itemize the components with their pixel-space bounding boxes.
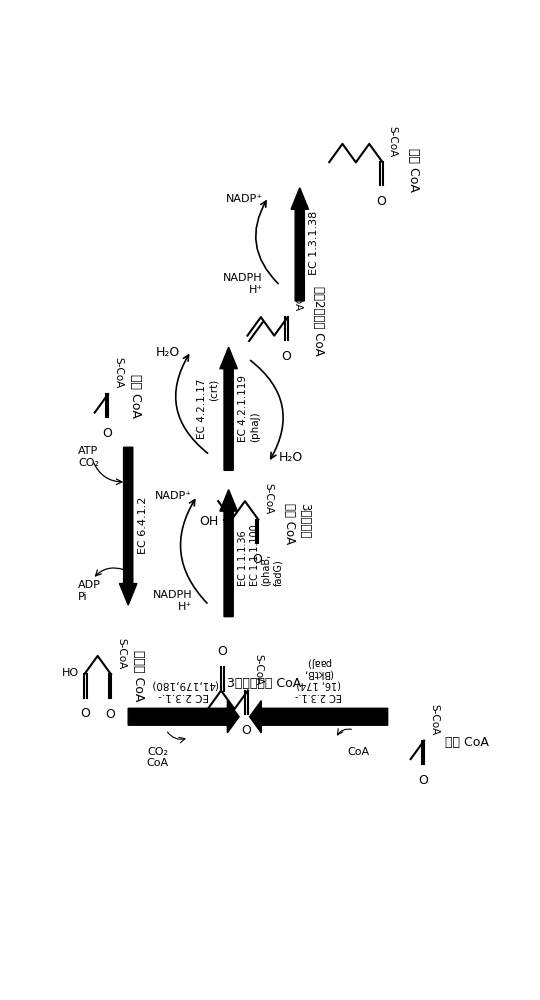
Text: O: O — [105, 708, 114, 721]
Text: NADP⁺: NADP⁺ — [226, 194, 263, 204]
Text: NADPH
H⁺: NADPH H⁺ — [224, 273, 263, 295]
Text: EC 2.3.1.-
(41,179,180): EC 2.3.1.- (41,179,180) — [150, 680, 218, 701]
Text: EC 1.3.1.38: EC 1.3.1.38 — [309, 211, 319, 275]
Text: S-CoA: S-CoA — [264, 483, 273, 514]
Text: 乙酰 CoA: 乙酰 CoA — [445, 736, 489, 749]
Text: 3－羞基－
戊酰 CoA: 3－羞基－ 戊酰 CoA — [284, 503, 312, 544]
Text: NADPH
H⁺: NADPH H⁺ — [153, 590, 192, 612]
Text: 3－氧代戊酰 CoA: 3－氧代戊酰 CoA — [227, 677, 301, 690]
Text: 戊酰 CoA: 戊酰 CoA — [407, 148, 420, 192]
Text: S-CoA: S-CoA — [388, 126, 397, 157]
Text: S-CoA: S-CoA — [293, 280, 302, 312]
Text: O: O — [418, 774, 428, 787]
Text: ATP
CO₂: ATP CO₂ — [78, 446, 99, 468]
Polygon shape — [249, 701, 388, 733]
Text: HO: HO — [62, 668, 79, 678]
Text: H₂O: H₂O — [279, 451, 303, 464]
Text: H₂O: H₂O — [156, 346, 180, 359]
Text: O: O — [218, 645, 227, 658]
Text: S-CoA: S-CoA — [253, 654, 263, 685]
Text: O: O — [242, 724, 252, 737]
Text: 乙酰 CoA: 乙酰 CoA — [129, 374, 142, 418]
Text: EC 1.1.1.36
EC 1.1.1.100
(phaB,
fadG): EC 1.1.1.36 EC 1.1.1.100 (phaB, fadG) — [238, 524, 283, 586]
Text: EC 6.4.1.2: EC 6.4.1.2 — [138, 497, 148, 554]
Text: S-CoA: S-CoA — [429, 704, 439, 735]
Text: CO₂
CoA: CO₂ CoA — [146, 747, 168, 768]
Text: O: O — [252, 553, 262, 566]
Text: EC 2.3.1.-
(16, 174)
(BktB,
paaJ): EC 2.3.1.- (16, 174) (BktB, paaJ) — [295, 657, 342, 701]
Text: O: O — [80, 707, 90, 720]
Text: S-CoA: S-CoA — [113, 357, 123, 389]
Polygon shape — [220, 347, 238, 470]
Polygon shape — [220, 490, 238, 617]
Text: O: O — [281, 350, 291, 363]
Text: EC 4.2.1.119
(phaJ): EC 4.2.1.119 (phaJ) — [238, 375, 260, 442]
Text: 丙二酰 CoA: 丙二酰 CoA — [132, 650, 145, 702]
Text: O: O — [102, 427, 112, 440]
Text: ADP
Pi: ADP Pi — [78, 580, 101, 602]
Text: S-CoA: S-CoA — [116, 638, 126, 669]
Polygon shape — [119, 447, 137, 605]
Text: O: O — [376, 195, 386, 208]
Text: EC 4.2.1.17
(crt): EC 4.2.1.17 (crt) — [197, 379, 218, 439]
Text: CoA: CoA — [347, 747, 369, 757]
Polygon shape — [128, 701, 239, 733]
Polygon shape — [291, 188, 308, 301]
Text: OH: OH — [200, 515, 219, 528]
Text: 戊－2－烯酰 CoA: 戊－2－烯酰 CoA — [312, 286, 325, 356]
Text: NADP⁺: NADP⁺ — [155, 491, 192, 501]
